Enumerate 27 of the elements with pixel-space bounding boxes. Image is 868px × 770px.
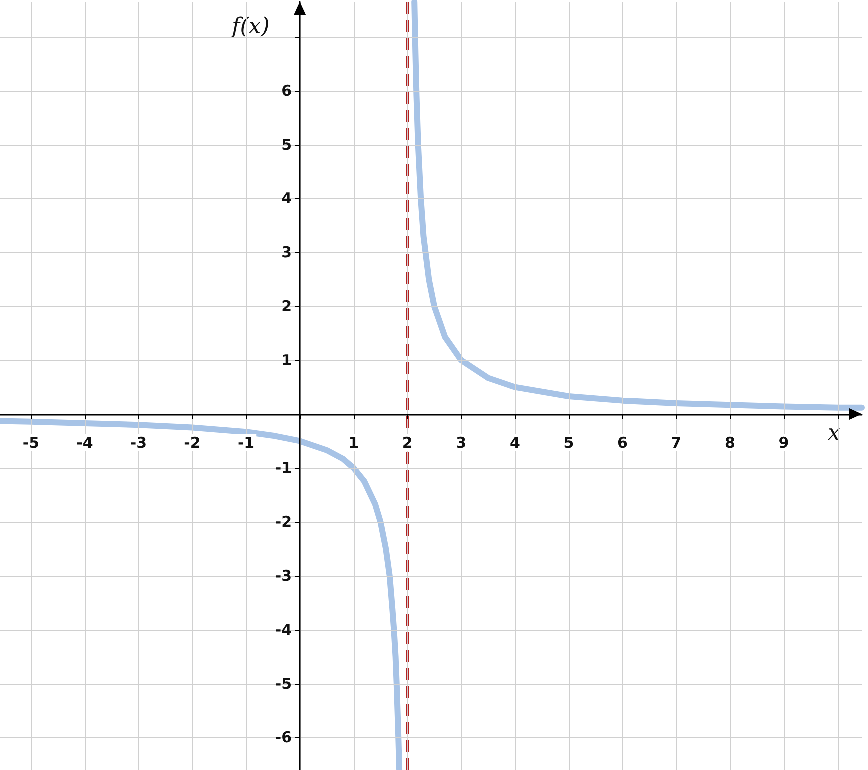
x-tick-label: -2 [184,434,201,452]
x-tick-label: 8 [725,434,736,452]
x-tick-label: -4 [76,434,94,452]
y-tick-label: 3 [282,244,292,262]
y-tick-label: 1 [282,351,292,370]
x-tick-label: 7 [671,434,682,452]
y-tick-label: 4 [282,190,292,208]
x-tick-label: -1 [238,434,255,452]
x-tick-label: 4 [510,434,520,452]
y-tick-label: -3 [275,566,292,585]
y-tick-label: -6 [275,728,292,747]
y-axis-title: f(x) [230,14,270,40]
y-tick-label: -5 [275,674,292,693]
x-tick-label: 6 [617,434,628,452]
x-tick-label: 9 [778,434,790,452]
x-tick-label: -3 [130,434,148,452]
x-tick-label: 2 [402,434,413,452]
y-tick-label: 2 [282,298,292,316]
y-tick-label: -4 [275,620,292,639]
y-tick-label: 6 [282,82,292,100]
x-tick-label: -5 [22,434,40,452]
y-tick-label: -2 [275,513,292,532]
x-tick-label: 3 [456,434,467,452]
x-tick-label: 1 [348,434,360,452]
x-tick-label: 5 [564,434,574,452]
y-tick-label: -1 [275,459,292,478]
y-tick-label: 5 [282,136,292,154]
